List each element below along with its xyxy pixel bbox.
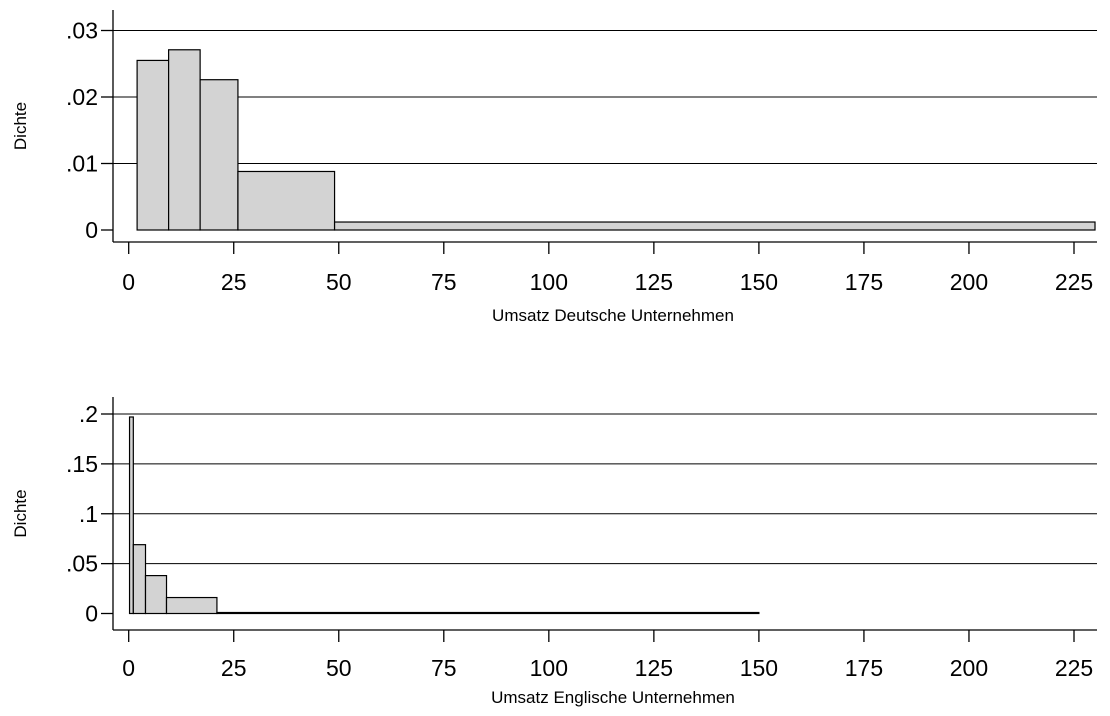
x-tick-label: 225 (1055, 269, 1093, 295)
y-tick-label: .1 (79, 501, 98, 527)
y-tick-label: .05 (66, 551, 98, 577)
histogram-bar (136, 59, 170, 231)
y-axis-label: Dichte (11, 489, 30, 537)
histogram-bar (144, 574, 168, 615)
histogram-panel-2: 0 .05 .1 .15 .2 0 25 50 75 100 125 150 175 200 225 Umsa… (11, 397, 1097, 707)
y-axis-label: Dichte (11, 102, 30, 150)
x-tick-label: 200 (950, 655, 988, 681)
x-axis-label: Umsatz Deutsche Unternehmen (492, 306, 734, 325)
x-tick-label: 50 (326, 269, 352, 295)
y-tick-label: 0 (85, 217, 98, 243)
x-tick-label: 200 (950, 269, 988, 295)
histogram-bar (237, 170, 336, 231)
x-tick-label: 0 (122, 655, 135, 681)
y-tick-label: .2 (79, 401, 98, 427)
x-tick-label: 100 (530, 269, 568, 295)
y-tick-label: .03 (66, 18, 98, 44)
histogram-bar (128, 416, 134, 615)
histogram-panel-1: 0 .01 .02 .03 0 25 50 75 100 125 150 175 200 225 Umsat… (11, 10, 1097, 325)
x-axis-label: Umsatz Englische Unternehmen (491, 688, 735, 707)
y-tick-label: 0 (85, 601, 98, 627)
x-tick-label: 25 (221, 269, 247, 295)
y-tick-label: .15 (66, 451, 98, 477)
histogram-bar (199, 79, 239, 231)
histogram-bar (165, 596, 218, 615)
x-tick-label: 175 (845, 269, 883, 295)
x-tick-label: 0 (122, 269, 135, 295)
x-tick-label: 50 (326, 655, 352, 681)
y-tick-label: .01 (66, 151, 98, 177)
x-tick-label: 25 (221, 655, 247, 681)
histogram-bar (132, 544, 147, 615)
histogram-bar (168, 49, 201, 231)
x-tick-label: 125 (635, 655, 673, 681)
x-tick-label: 125 (635, 269, 673, 295)
x-tick-label: 225 (1055, 655, 1093, 681)
histogram-bar (333, 221, 1096, 231)
x-tick-label: 150 (740, 655, 778, 681)
x-tick-label: 75 (431, 655, 457, 681)
histogram-bar (216, 611, 760, 615)
x-tick-label: 100 (530, 655, 568, 681)
x-tick-label: 175 (845, 655, 883, 681)
y-tick-label: .02 (66, 84, 98, 110)
x-tick-label: 150 (740, 269, 778, 295)
x-tick-label: 75 (431, 269, 457, 295)
